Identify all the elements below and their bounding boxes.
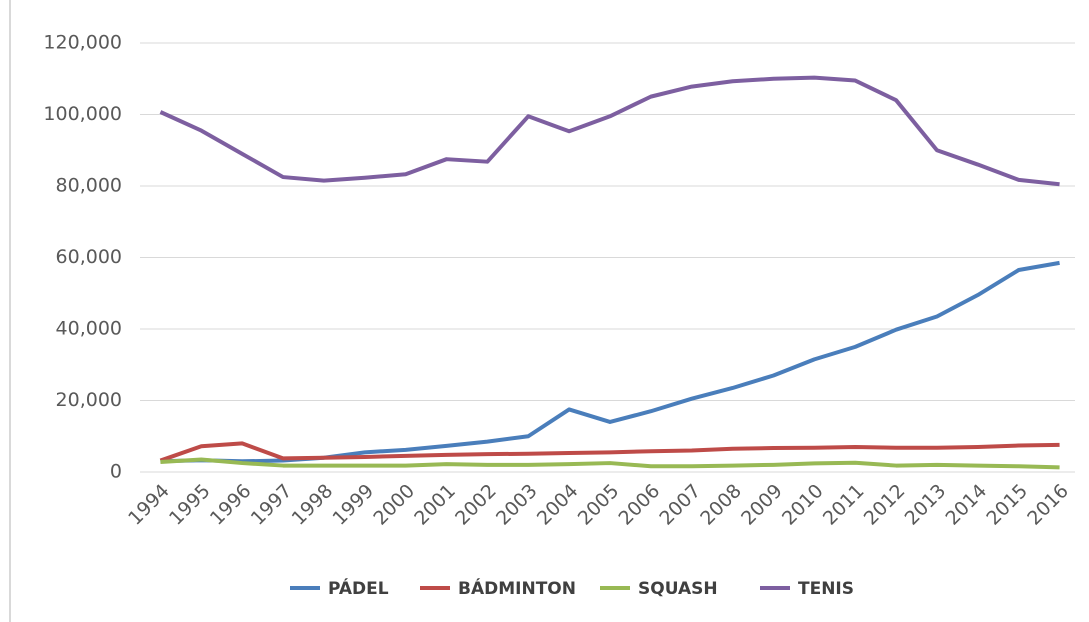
y-tick-label: 120,000 bbox=[43, 32, 122, 54]
legend-label: SQUASH bbox=[638, 579, 718, 599]
x-tick-label: 1996 bbox=[206, 480, 256, 530]
x-tick-label: 1999 bbox=[328, 480, 378, 530]
y-tick-label: 80,000 bbox=[56, 175, 122, 197]
legend-label: TENIS bbox=[798, 579, 854, 599]
legend-label: PÁDEL bbox=[328, 577, 389, 599]
x-tick-label: 2014 bbox=[941, 480, 991, 530]
x-tick-label: 2005 bbox=[574, 480, 624, 530]
series-line bbox=[160, 260, 1060, 464]
x-tick-label: 2016 bbox=[1023, 480, 1073, 530]
x-tick-label: 2000 bbox=[369, 480, 419, 530]
y-tick-label: 100,000 bbox=[43, 103, 122, 125]
x-tick-label: 2001 bbox=[410, 480, 460, 530]
x-tick-label: 2011 bbox=[819, 480, 869, 530]
y-tick-label: 60,000 bbox=[56, 246, 122, 268]
legend: PÁDEL BÁDMINTON SQUASH TENIS bbox=[290, 577, 854, 599]
x-tick-label: 1994 bbox=[124, 480, 174, 530]
series-line bbox=[159, 441, 1060, 463]
x-tick-label: 2007 bbox=[655, 480, 705, 530]
x-tick-label: 2010 bbox=[778, 480, 828, 530]
x-tick-label: 1995 bbox=[165, 480, 215, 530]
x-tick-label: 2004 bbox=[533, 480, 583, 530]
x-tick-label: 2003 bbox=[492, 480, 542, 530]
y-tick-label: 20,000 bbox=[56, 389, 122, 411]
series-line bbox=[160, 457, 1060, 470]
x-tick-label: 2002 bbox=[451, 480, 501, 530]
series-line bbox=[159, 75, 1060, 187]
x-tick-label: 2013 bbox=[901, 480, 951, 530]
x-tick-label: 2015 bbox=[982, 480, 1032, 530]
y-tick-label: 40,000 bbox=[56, 318, 122, 340]
x-tick-label: 1998 bbox=[288, 480, 338, 530]
x-tick-label: 2009 bbox=[737, 480, 787, 530]
x-tick-label: 2012 bbox=[860, 480, 910, 530]
x-tick-label: 1997 bbox=[247, 480, 297, 530]
x-tick-label: 2006 bbox=[615, 480, 665, 530]
y-tick-label: 0 bbox=[110, 461, 122, 483]
legend-label: BÁDMINTON bbox=[458, 577, 576, 599]
x-tick-label: 2008 bbox=[696, 480, 746, 530]
